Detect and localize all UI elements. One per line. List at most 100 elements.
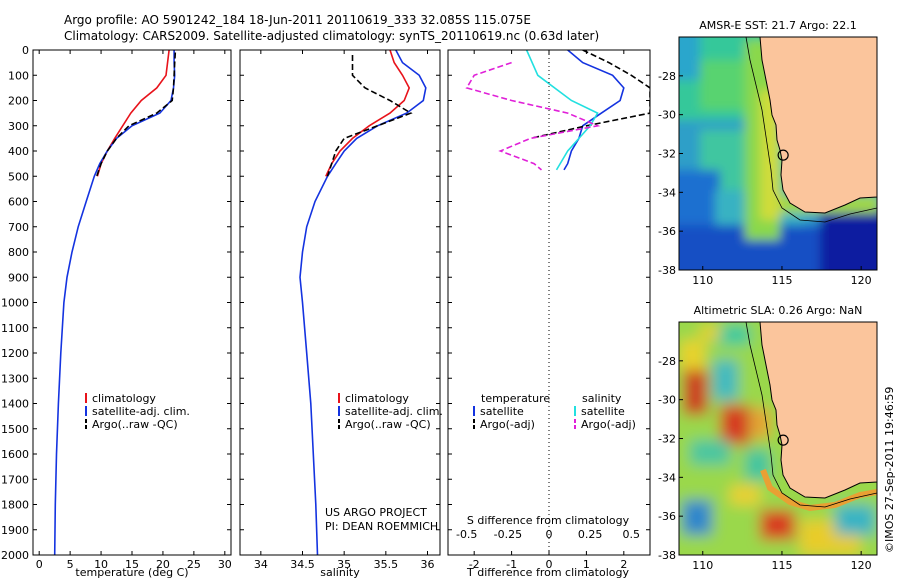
sla-lon-tick-label: 115 (771, 559, 792, 572)
difference-s-tick-label: -0.5 (456, 528, 477, 541)
depth-tick-label: 0 (22, 44, 29, 57)
difference-frame (447, 49, 651, 556)
temperature-legend-2-label: Argo(..raw -QC) (92, 418, 178, 431)
depth-tick-label: 2000 (1, 549, 29, 562)
depth-tick-label: 1700 (1, 473, 29, 486)
difference-s-tick-label: -0.25 (494, 528, 522, 541)
temperature-legend-0-label: climatology (92, 392, 156, 405)
difference-panel: -2 -1 0 1 2 -0.5 -0.25 0 0.25 0.5 T difference fr… (447, 49, 651, 579)
depth-tick-label: 1100 (1, 322, 29, 335)
sst-argo-marker (777, 149, 789, 161)
depth-tick-label: 300 (8, 120, 29, 133)
depth-tick-label: 1900 (1, 524, 29, 537)
salinity-legend-0-label: climatology (345, 392, 409, 405)
sla-argo-marker (777, 434, 789, 446)
temperature-series-satellite-adj-clim (53, 50, 176, 555)
difference-xlabel-bottom: T difference from climatology (466, 566, 629, 579)
sla-shelf-contour (745, 322, 877, 508)
salinity-annotation-line1: US ARGO PROJECT (325, 506, 427, 519)
sst-lat-tick-label: -32 (658, 148, 676, 161)
difference-legend: temperature salinitysatelliteArgo(-adj)sa… (473, 392, 636, 431)
depth-tick-label: 800 (8, 246, 29, 259)
difference-series-salinity-argo-adj (465, 61, 601, 171)
sst-lat-tick-label: -38 (658, 264, 676, 277)
sla-shelf-band (760, 468, 877, 512)
sst-lat-tick-label: -34 (658, 186, 676, 199)
sla-lat-tick-label: -36 (658, 510, 676, 523)
difference-xtick-label: -1 (506, 558, 517, 571)
depth-tick-label: 1600 (1, 448, 29, 461)
difference-xtick-label: 1 (583, 558, 590, 571)
difference-xtick-label: 2 (620, 558, 627, 571)
sla-map-axes: 110 115 120 -28 -30 -32 -34 -36 -38 (658, 355, 872, 572)
depth-tick-label: 400 (8, 145, 29, 158)
sla-land (759, 322, 877, 499)
sla-map-panel: Altimetric SLA: 0.26 Argo: NaN (658, 304, 878, 572)
sla-lat-tick-label: -32 (658, 433, 676, 446)
salinity-lines (299, 50, 427, 555)
salinity-xlabel: salinity (320, 566, 360, 579)
temperature-xtick-label: 30 (218, 558, 232, 571)
temperature-xtick-label: 15 (125, 558, 139, 571)
salinity-xtick-label: 34 (254, 558, 268, 571)
sla-lon-tick-label: 110 (692, 559, 713, 572)
sst-lat-tick-label: -28 (658, 70, 676, 83)
depth-tick-label: 1000 (1, 297, 29, 310)
sst-shelf-contour (745, 37, 877, 223)
temperature-xlabel: temperature (deg C) (75, 566, 188, 579)
difference-lines (465, 50, 650, 171)
imos-stamp: ©IMOS 27-Sep-2011 19:46:59 (883, 387, 896, 553)
sst-lon-tick-label: 115 (771, 274, 792, 287)
sst-map-panel: AMSR-E SST: 21.7 Argo: 22.1 110 115 120 -28 (658, 19, 878, 287)
sla-lon-tick-label: 120 (851, 559, 872, 572)
sla-lat-tick-label: -34 (658, 471, 676, 484)
temperature-xtick-label: 10 (94, 558, 108, 571)
sst-map-title: AMSR-E SST: 21.7 Argo: 22.1 (699, 19, 857, 32)
salinity-xtick-label: 34.5 (290, 558, 315, 571)
difference-xtick-label: -2 (469, 558, 480, 571)
difference-s-tick-label: 0.5 (623, 528, 641, 541)
temperature-frame (32, 49, 232, 556)
temperature-series-argo-raw-qc (95, 52, 177, 177)
temperature-xtick-label: 20 (156, 558, 170, 571)
salinity-legend-2-label: Argo(..raw -QC) (345, 418, 431, 431)
depth-tick-label: 1500 (1, 423, 29, 436)
temperature-axes: 0100200300400500600700800900100011001200… (1, 44, 232, 571)
difference-xlabel-top: S difference from climatology (467, 514, 630, 527)
sla-lat-tick-label: -30 (658, 394, 676, 407)
difference-legend-header-temperature: temperature (481, 392, 550, 405)
figure-title-line2: Climatology: CARS2009. Satellite-adjuste… (64, 29, 599, 43)
salinity-annotation-line2: PI: DEAN ROEMMICH (325, 520, 438, 533)
difference-series-temperature-satellite (563, 50, 625, 171)
difference-series-salinity-satellite (525, 50, 599, 171)
depth-tick-label: 1300 (1, 372, 29, 385)
difference-series-temperature-argo-adj (530, 50, 650, 140)
difference-s-tick-label: 0.25 (578, 528, 603, 541)
depth-tick-label: 1400 (1, 398, 29, 411)
difference-s-tick-label: 0 (546, 528, 553, 541)
salinity-series-climatology (325, 50, 411, 177)
salinity-series-satellite-adj-clim (299, 50, 427, 555)
depth-tick-label: 1200 (1, 347, 29, 360)
difference-legend-s-satellite-label: satellite (581, 405, 625, 418)
difference-xtick-label: 0 (546, 558, 553, 571)
depth-tick-label: 700 (8, 221, 29, 234)
difference-legend-s-argo-label: Argo(-adj) (581, 418, 636, 431)
salinity-xtick-label: 35 (337, 558, 351, 571)
temperature-panel: 0100200300400500600700800900100011001200… (1, 44, 232, 579)
salinity-legend-1-label: satellite-adj. clim. (345, 405, 443, 418)
depth-tick-label: 200 (8, 95, 29, 108)
salinity-axes: 34 34.5 35 35.5 36 (240, 49, 440, 571)
depth-tick-label: 1800 (1, 499, 29, 512)
sst-lat-tick-label: -30 (658, 109, 676, 122)
temperature-legend-1-label: satellite-adj. clim. (92, 405, 190, 418)
sla-map-title: Altimetric SLA: 0.26 Argo: NaN (694, 304, 863, 317)
temperature-xtick-label: 25 (187, 558, 201, 571)
sst-map-axes: 110 115 120 -28 -30 -32 -34 -36 -38 (658, 70, 872, 287)
sst-lon-tick-label: 110 (692, 274, 713, 287)
salinity-xtick-label: 35.5 (374, 558, 399, 571)
salinity-xtick-label: 36 (421, 558, 435, 571)
